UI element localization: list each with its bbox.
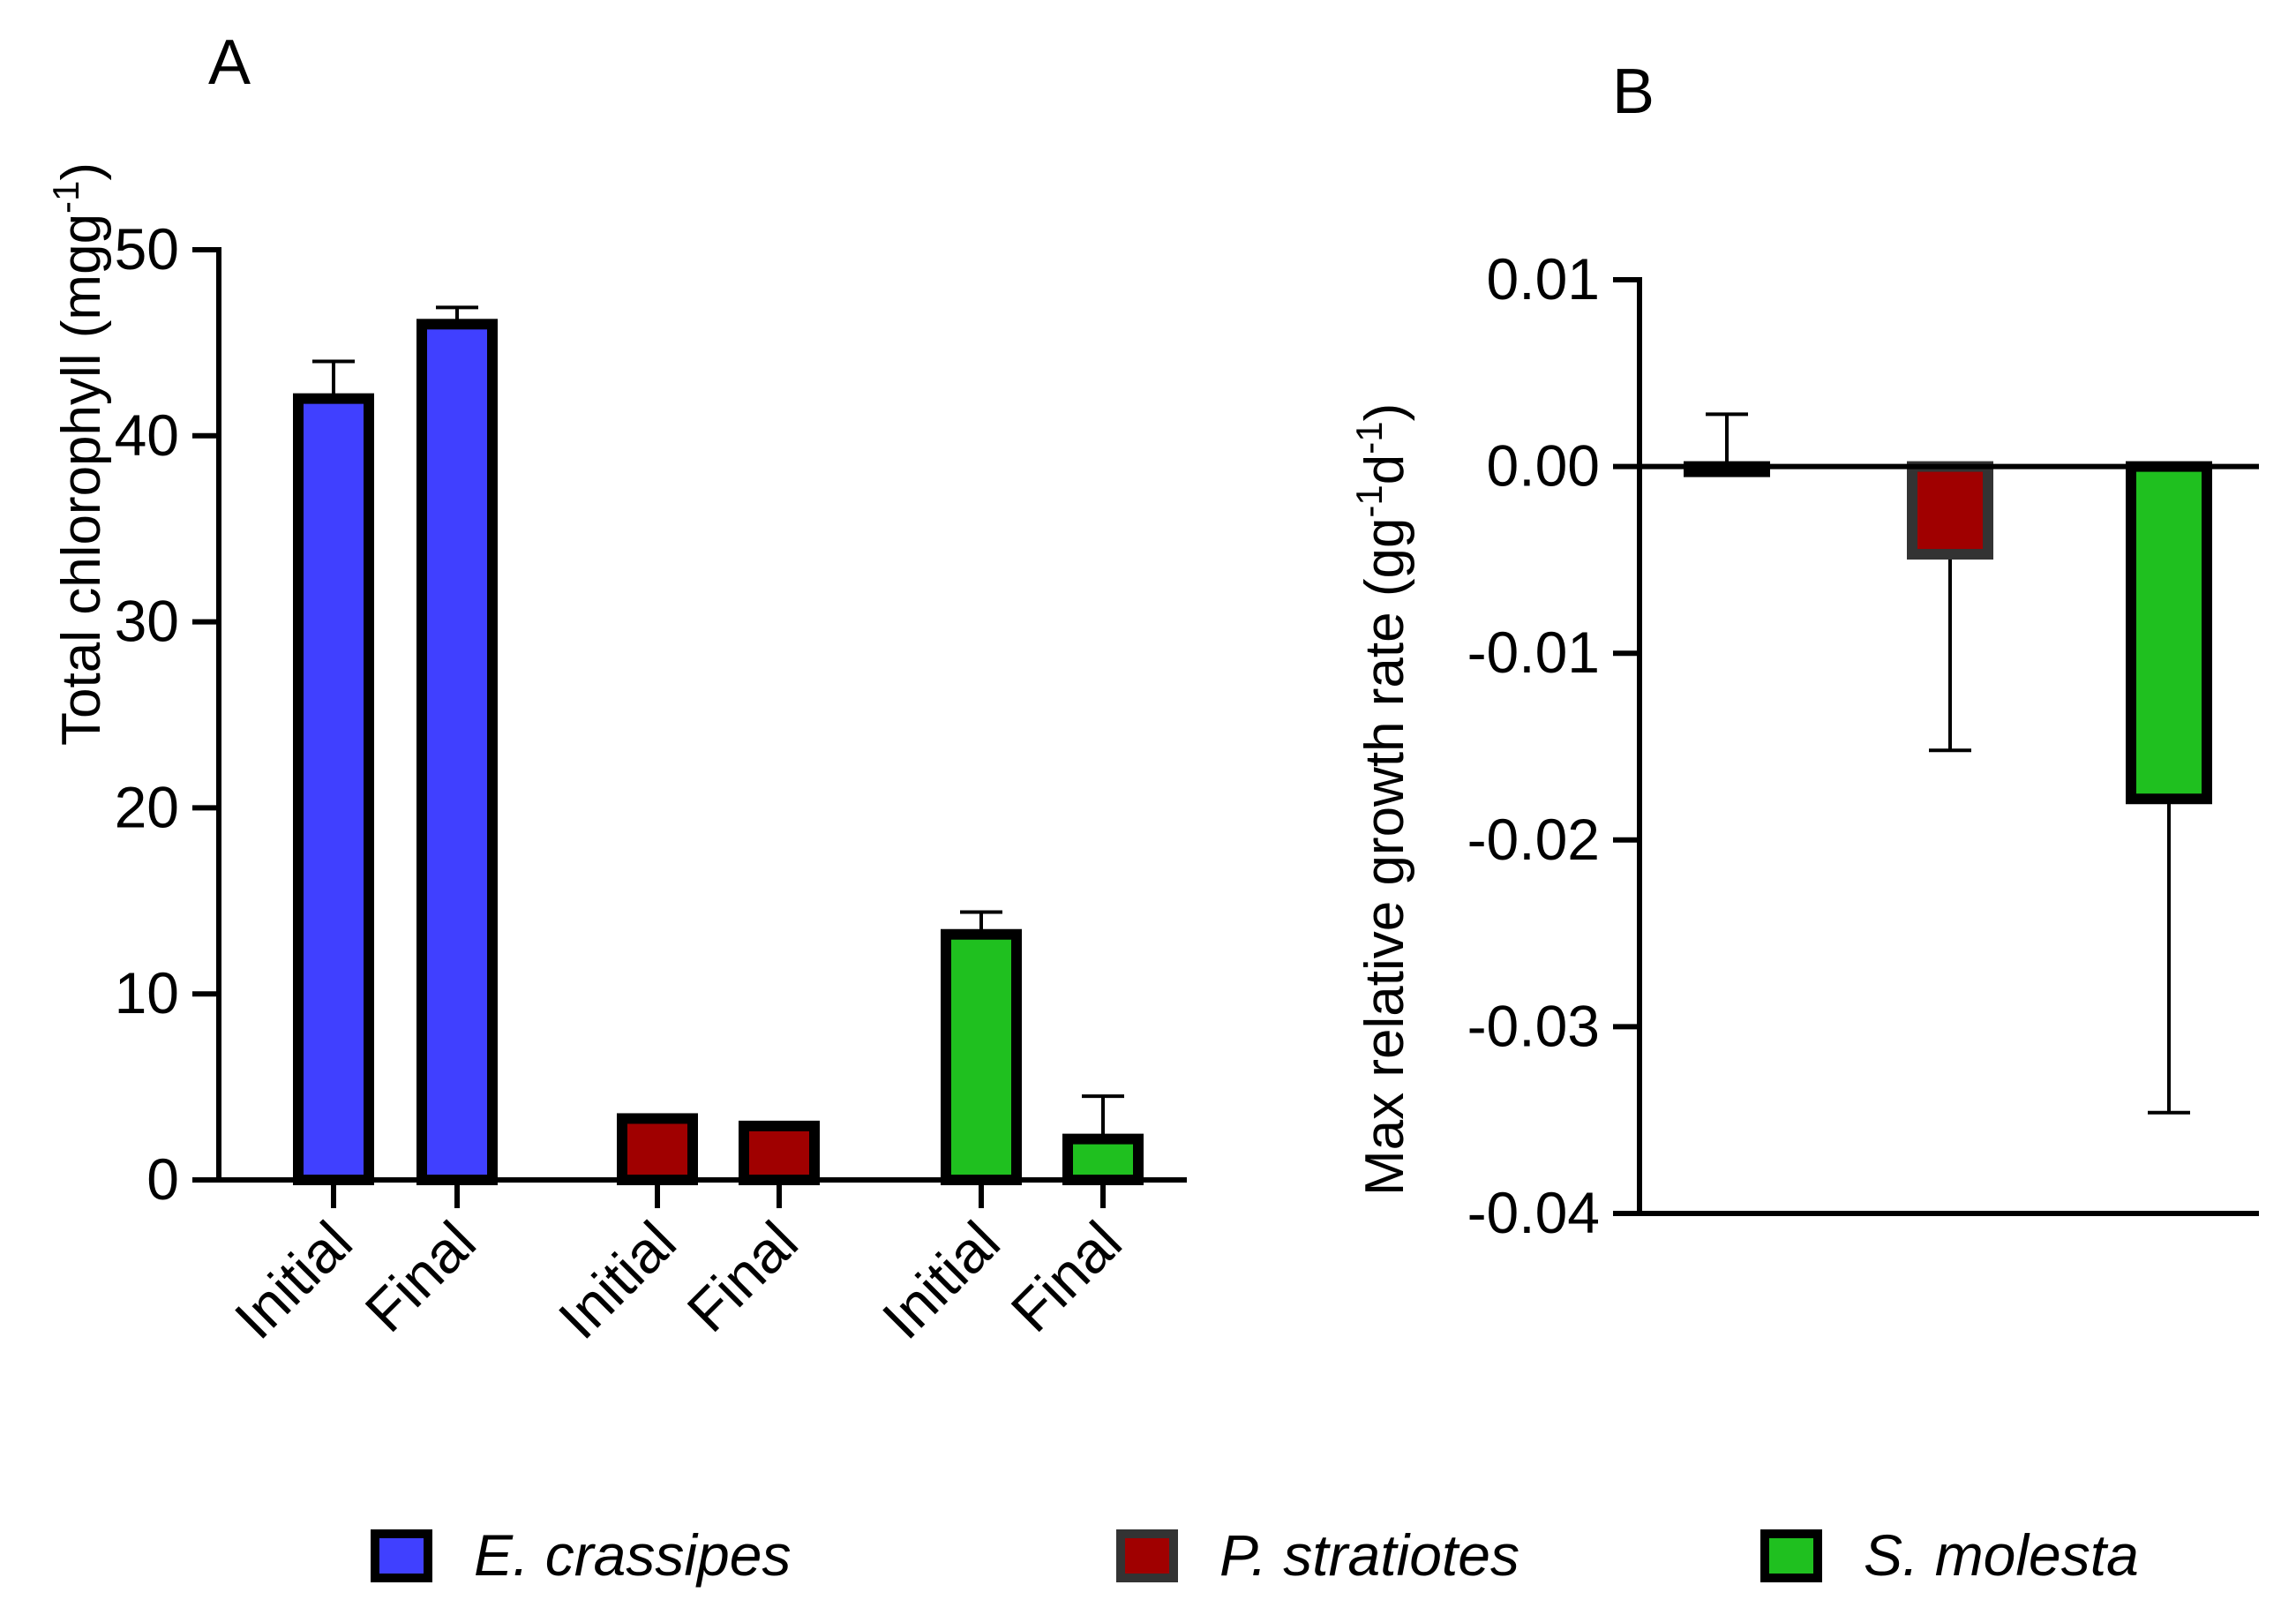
panel-a-y-ticks: 0 10 20 30 40 50	[115, 216, 219, 1212]
panel-a-bars	[293, 305, 1144, 1186]
panel-b-y-tick-label: -0.04	[1467, 1180, 1600, 1245]
panel-a-bar-s-molesta-initial	[941, 928, 1022, 1186]
panel-b-y-axis-title-end: )	[1354, 403, 1415, 422]
panel-b-y-axis-title: Max relative growth rate (gg-1d-1)	[1348, 403, 1415, 1196]
panel-a-x-tick-label: Initial	[546, 1209, 688, 1351]
panel-b-y-axis-title-part2: d	[1354, 454, 1415, 484]
legend-label-s-molesta: S. molesta	[1864, 1522, 2139, 1588]
panel-a-bar-p-stratiotes-final	[739, 1120, 820, 1186]
panel-a-y-tick-label: 40	[115, 402, 179, 468]
panel-a-x-tick-label: Final	[674, 1209, 809, 1344]
panel-b-y-tick-label: 0.01	[1487, 246, 1600, 312]
panel-a-bar-e-crassipes-final	[416, 319, 498, 1185]
panel-a-y-tick-label: 30	[115, 589, 179, 654]
panel-a-y-tick-label: 50	[115, 216, 179, 282]
panel-b-y-axis-title-sup1: -1	[1348, 484, 1390, 517]
legend-swatch-s-molesta	[1760, 1529, 1822, 1582]
panel-b-y-axis-title-sup2: -1	[1348, 421, 1390, 454]
panel-b-letter: B	[1612, 56, 1654, 127]
panel-b-axes	[1637, 277, 2259, 1216]
panel-b-y-ticks: 0.01 0.00 -0.01 -0.02 -0.03 -0.04	[1467, 246, 1639, 1245]
panel-b-chart: B 0.01 0.00 -0.01 -0.02 -0.03 -0.04 Max relat…	[1348, 56, 2259, 1245]
panel-b-bar-p-stratiotes	[1907, 461, 1993, 560]
panel-a-x-tick-label: Initial	[870, 1209, 1012, 1351]
legend: E. crassipes P. stratiotes S. molesta	[371, 1522, 2139, 1588]
panel-a-y-axis-title-end: )	[51, 162, 112, 181]
legend-label-e-crassipes: E. crassipes	[474, 1522, 791, 1588]
panel-b-y-tick-label: 0.00	[1487, 433, 1600, 499]
panel-a-x-tick-label: Initial	[222, 1209, 364, 1351]
panel-a-x-tick-label: Final	[998, 1209, 1133, 1344]
panel-a-x-tick-label: Final	[352, 1209, 487, 1344]
panel-a-y-axis-title: Total chlorophyll (mgg-1)	[45, 162, 112, 746]
panel-a-bar-e-crassipes-initial	[293, 393, 374, 1185]
panel-a-y-axis-title-main: Total chlorophyll (mgg	[51, 214, 112, 746]
legend-swatch-p-stratiotes	[1116, 1529, 1178, 1582]
panel-b-y-tick-label: -0.03	[1467, 993, 1600, 1058]
panel-b-y-tick-label: -0.02	[1467, 807, 1600, 872]
panel-a-y-tick-label: 0	[146, 1146, 179, 1212]
panel-a-y-axis-title-superscript: -1	[45, 181, 86, 214]
panel-a-axes	[216, 247, 1187, 1208]
panel-b-y-tick-label: -0.01	[1467, 620, 1600, 685]
legend-swatch-e-crassipes	[371, 1529, 432, 1582]
panel-b-bars	[1684, 412, 2212, 1115]
panel-a-bar-s-molesta-final	[1062, 1133, 1144, 1186]
panel-a-letter: A	[208, 27, 251, 98]
panel-a-bar-p-stratiotes-initial	[617, 1113, 698, 1186]
panel-b-y-axis-title-part1: Max relative growth rate (gg	[1354, 518, 1415, 1196]
legend-label-p-stratiotes: P. stratiotes	[1219, 1522, 1519, 1588]
panel-a-y-tick-label: 20	[115, 774, 179, 839]
panel-a-y-tick-label: 10	[115, 960, 179, 1025]
panel-b-bar-s-molesta	[2126, 461, 2212, 805]
